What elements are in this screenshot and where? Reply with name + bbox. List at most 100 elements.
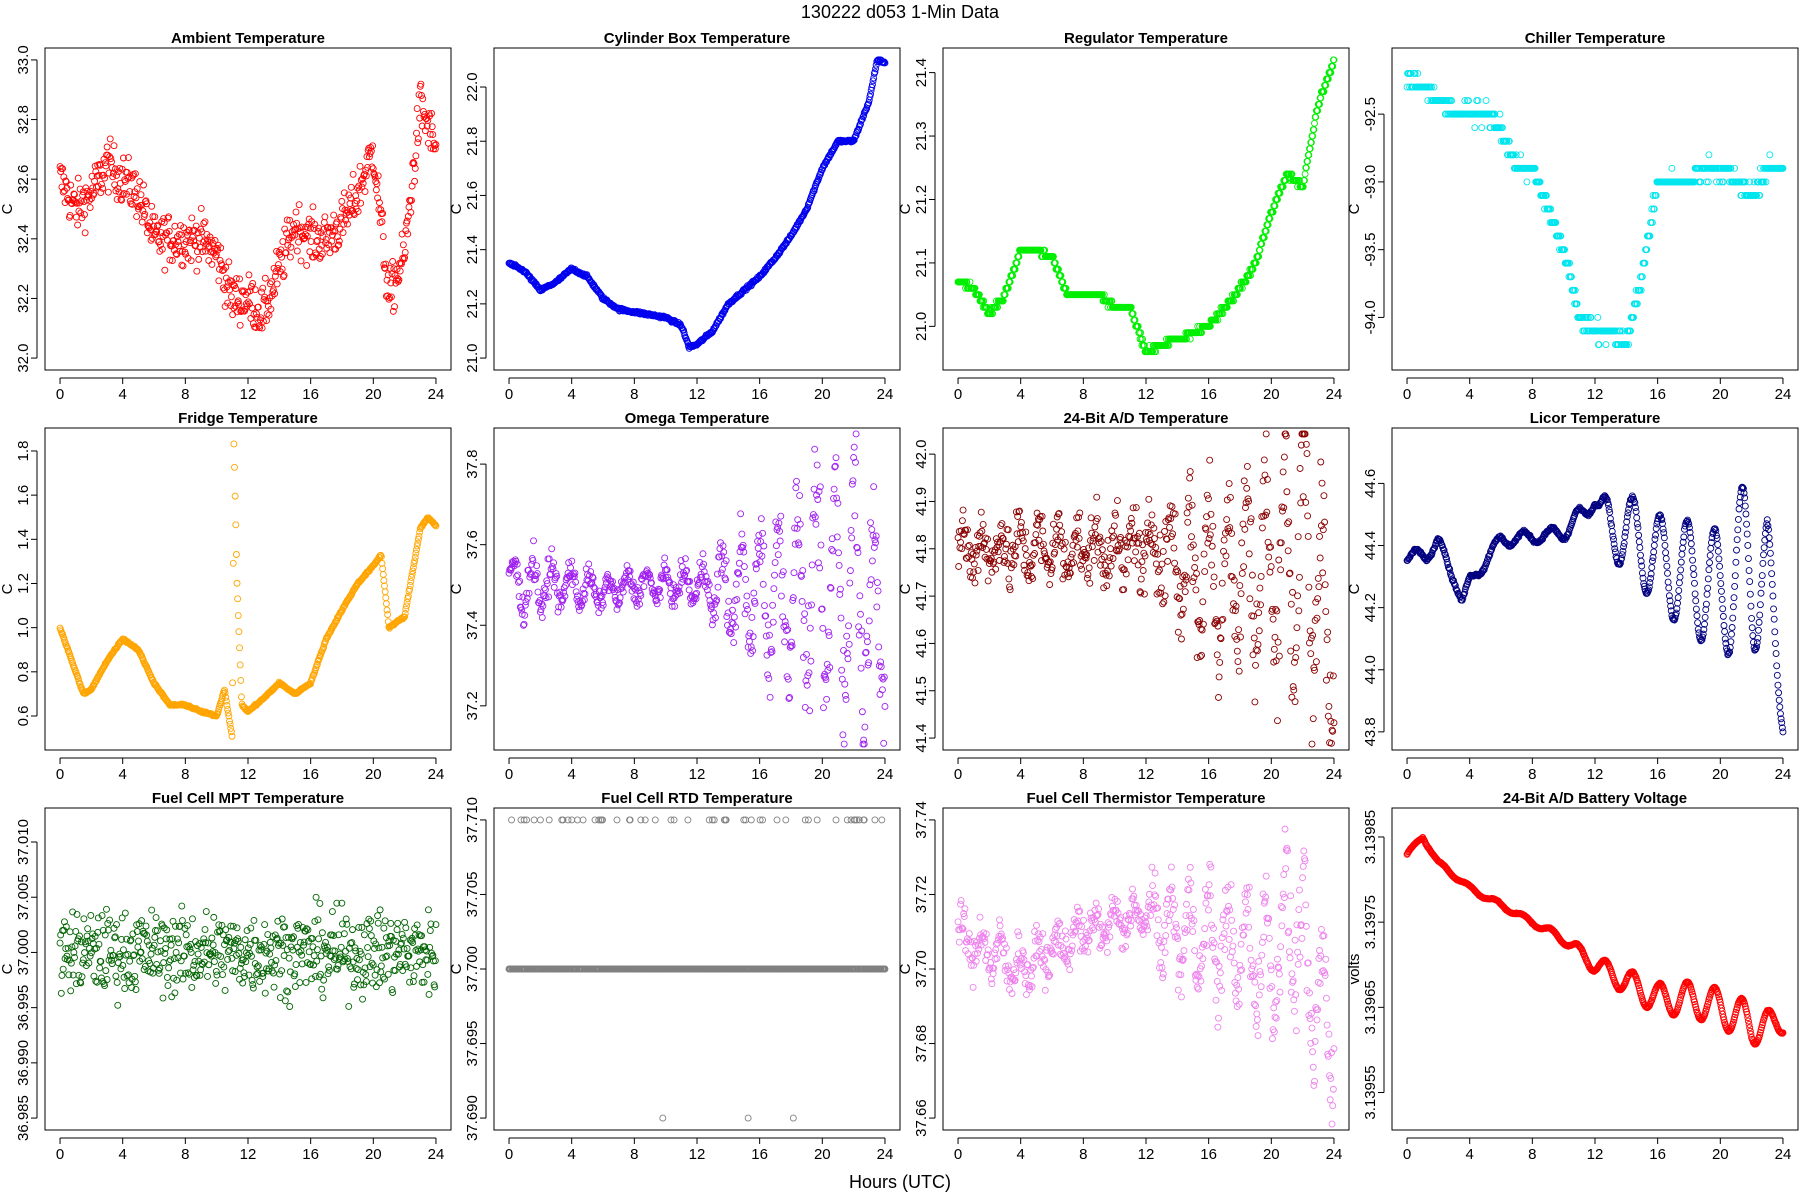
data-point <box>1733 536 1741 544</box>
data-point <box>328 237 336 245</box>
data-point <box>1161 528 1168 535</box>
y-tick-label: 21.6 <box>464 181 481 210</box>
y-tick-label: 37.2 <box>464 691 481 720</box>
data-point <box>200 237 208 245</box>
data-point <box>211 237 219 244</box>
data-point <box>270 264 278 272</box>
data-point <box>1110 522 1118 530</box>
data-point <box>1661 541 1669 549</box>
data-point <box>774 551 782 559</box>
data-point <box>776 537 784 545</box>
data-point <box>1208 542 1216 550</box>
data-point <box>258 324 266 332</box>
data-point <box>717 569 725 577</box>
data-point <box>229 311 237 319</box>
data-point <box>875 643 883 651</box>
data-point <box>1668 164 1676 172</box>
y-tick-label: 42.0 <box>913 440 930 469</box>
data-point <box>1317 458 1325 466</box>
data-point <box>321 213 329 221</box>
data-point <box>172 250 180 258</box>
data-point <box>1254 641 1262 648</box>
data-point <box>830 485 838 493</box>
data-point <box>107 155 115 163</box>
data-point <box>1252 661 1259 669</box>
x-tick-label: 20 <box>1263 386 1280 403</box>
data-point <box>110 142 118 150</box>
data-point <box>102 162 110 170</box>
data-point <box>1145 495 1153 503</box>
data-point <box>1046 581 1054 589</box>
data-point <box>1209 522 1217 530</box>
data-point <box>81 211 88 218</box>
data-point <box>394 274 402 282</box>
data-point <box>140 181 147 189</box>
data-point <box>839 731 847 739</box>
data-point <box>376 199 383 207</box>
data-point <box>369 165 377 173</box>
data-point <box>754 544 762 552</box>
y-tick-label: 41.6 <box>913 629 930 658</box>
data-point <box>146 219 154 227</box>
data-point <box>777 512 785 520</box>
data-point <box>770 585 778 593</box>
y-axis-label: C <box>1346 583 1363 594</box>
y-tick-label: -93.5 <box>1362 233 1379 267</box>
x-tick-label: 0 <box>505 766 513 783</box>
data-point <box>1218 579 1226 587</box>
data-point <box>1714 547 1722 555</box>
data-point <box>959 506 967 514</box>
data-point <box>387 293 395 301</box>
x-tick-label: 24 <box>877 386 894 403</box>
data-point <box>1741 502 1749 510</box>
data-point <box>413 105 421 113</box>
data-point <box>424 116 432 124</box>
data-point <box>426 130 434 138</box>
data-point <box>661 554 669 562</box>
data-point <box>1017 518 1025 526</box>
data-point <box>178 261 186 269</box>
data-point <box>101 174 109 182</box>
data-point <box>1032 531 1040 538</box>
data-point <box>723 613 731 621</box>
data-point <box>166 256 174 264</box>
x-tick-label: 24 <box>1775 766 1792 783</box>
data-point <box>253 310 260 318</box>
data-point <box>1159 548 1167 555</box>
data-point <box>374 194 382 202</box>
data-point <box>229 679 237 687</box>
data-point <box>334 242 342 249</box>
data-point <box>297 257 305 265</box>
data-point <box>287 243 295 251</box>
data-point <box>1199 598 1207 606</box>
data-point <box>1731 572 1739 580</box>
data-point <box>236 661 244 669</box>
data-point <box>1294 533 1302 541</box>
data-point <box>749 633 757 641</box>
x-tick-label: 16 <box>302 386 319 403</box>
data-point <box>550 583 558 591</box>
data-point <box>77 209 85 217</box>
x-tick-label: 8 <box>630 386 638 403</box>
data-point <box>236 644 243 652</box>
data-point <box>85 191 93 199</box>
x-tick-label: 0 <box>505 386 513 403</box>
y-tick-label: 37.8 <box>464 449 481 478</box>
data-point <box>137 191 145 199</box>
data-point <box>1732 558 1740 566</box>
data-point <box>286 253 294 261</box>
data-point <box>1039 527 1047 535</box>
data-point <box>1226 524 1234 531</box>
y-tick-label: 21.2 <box>913 185 930 214</box>
data-point <box>222 274 230 282</box>
x-tick-label: 24 <box>1775 386 1792 403</box>
data-point <box>685 586 693 594</box>
data-point <box>732 580 740 588</box>
data-point <box>1230 600 1238 608</box>
data-point <box>354 184 361 192</box>
data-point <box>1676 573 1684 581</box>
data-point <box>1188 533 1195 541</box>
x-tick-label: 24 <box>428 766 445 783</box>
data-point <box>148 202 156 210</box>
